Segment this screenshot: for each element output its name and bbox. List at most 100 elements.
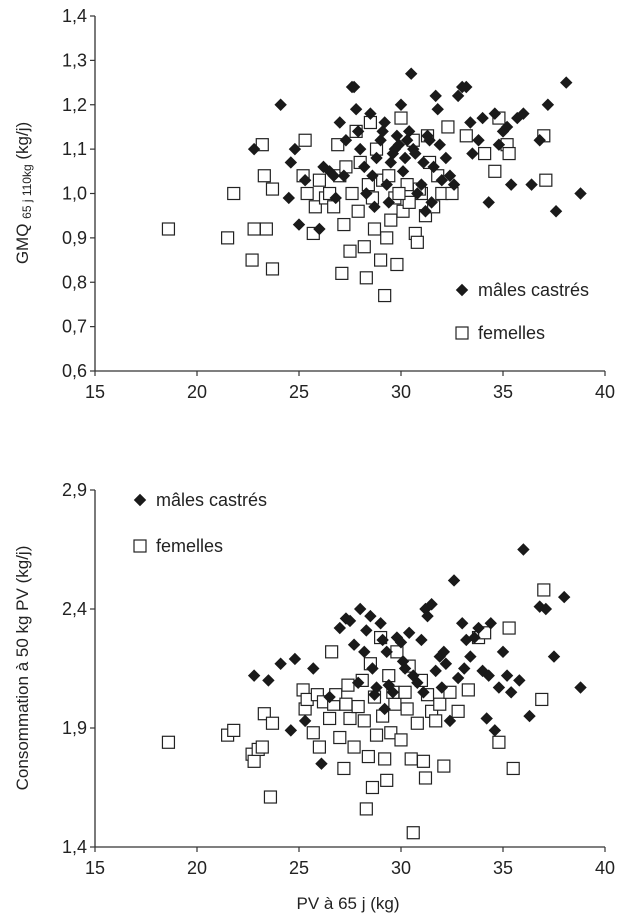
male-point [496,645,510,659]
male-point [402,626,416,640]
female-point [367,222,382,236]
female-point [345,186,359,201]
x-tick-label: 15 [85,858,105,878]
male-point [370,681,383,694]
female-point [459,129,473,143]
male-point [333,621,347,635]
male-point [380,645,393,659]
male-point [284,156,298,169]
female-point [335,266,349,280]
female-point [300,186,314,201]
female-point [378,752,392,766]
male-point [547,650,561,663]
male-point [439,657,453,670]
female-point [227,186,241,201]
female-point [380,231,394,245]
series-males-castres [247,67,587,236]
female-point [247,754,261,768]
legend-marker [455,283,469,297]
male-point [333,116,347,129]
y-tick-label: 2,4 [62,599,87,619]
male-point [415,178,428,191]
male-point [339,134,353,147]
male-point [347,80,361,94]
male-point [513,674,526,687]
female-point [339,160,353,174]
male-point [370,151,383,165]
female-point [247,222,261,236]
female-point [312,173,326,187]
male-point [360,624,373,637]
male-point [431,102,444,116]
female-point [390,257,404,272]
legend-marker [133,539,147,553]
male-point [500,120,514,134]
female-point [429,714,443,728]
series-femelles [161,583,551,840]
male-point [396,165,410,178]
female-point [410,235,424,249]
male-point [557,590,571,604]
female-point [488,164,502,178]
female-point [331,138,345,152]
legend-label: femelles [156,536,223,556]
male-point [298,173,312,187]
male-point [411,187,424,200]
male-point [417,156,430,169]
male-point [394,98,408,111]
female-point [341,678,355,692]
female-point [382,169,396,183]
male-point [360,187,373,200]
y-tick-label: 1,4 [62,837,87,857]
male-point [298,714,312,728]
x-tick-label: 35 [493,858,513,878]
male-point [284,724,298,737]
female-point [416,754,431,768]
female-point [255,138,269,152]
male-point [504,686,518,699]
male-point [421,609,434,623]
male-point [517,543,530,556]
female-point [337,761,351,776]
male-point [419,205,432,218]
female-point [443,685,457,699]
male-point [492,138,506,151]
female-point [357,714,371,728]
y-tick-label: 0,7 [62,317,87,337]
female-point [365,780,380,795]
male-point [292,218,306,231]
female-point [257,169,271,183]
female-point [384,213,398,227]
male-point [464,650,477,663]
male-point [439,151,453,165]
female-point [361,749,375,764]
male-point [378,116,391,129]
male-point [435,681,449,694]
male-point [366,169,379,182]
male-point [433,138,446,151]
male-point [415,633,428,647]
female-point [245,253,259,267]
female-point [539,173,553,187]
legend-entry: mâles castrés [133,490,267,510]
male-point [374,134,387,147]
female-point [351,204,365,218]
male-point [329,191,342,205]
male-point [451,89,465,103]
male-point [366,662,379,675]
male-point [353,142,367,156]
male-point [364,107,377,120]
male-point [378,702,391,716]
male-point [443,714,457,728]
x-tick-label: 20 [187,858,207,878]
female-point [343,711,357,726]
male-point [409,147,422,160]
female-point [380,773,394,787]
male-point [282,191,296,205]
legend-entry: mâles castrés [455,280,589,300]
female-point [351,699,365,714]
male-point [262,674,275,687]
male-point [429,89,442,103]
female-point [378,288,392,303]
female-point [502,621,516,635]
